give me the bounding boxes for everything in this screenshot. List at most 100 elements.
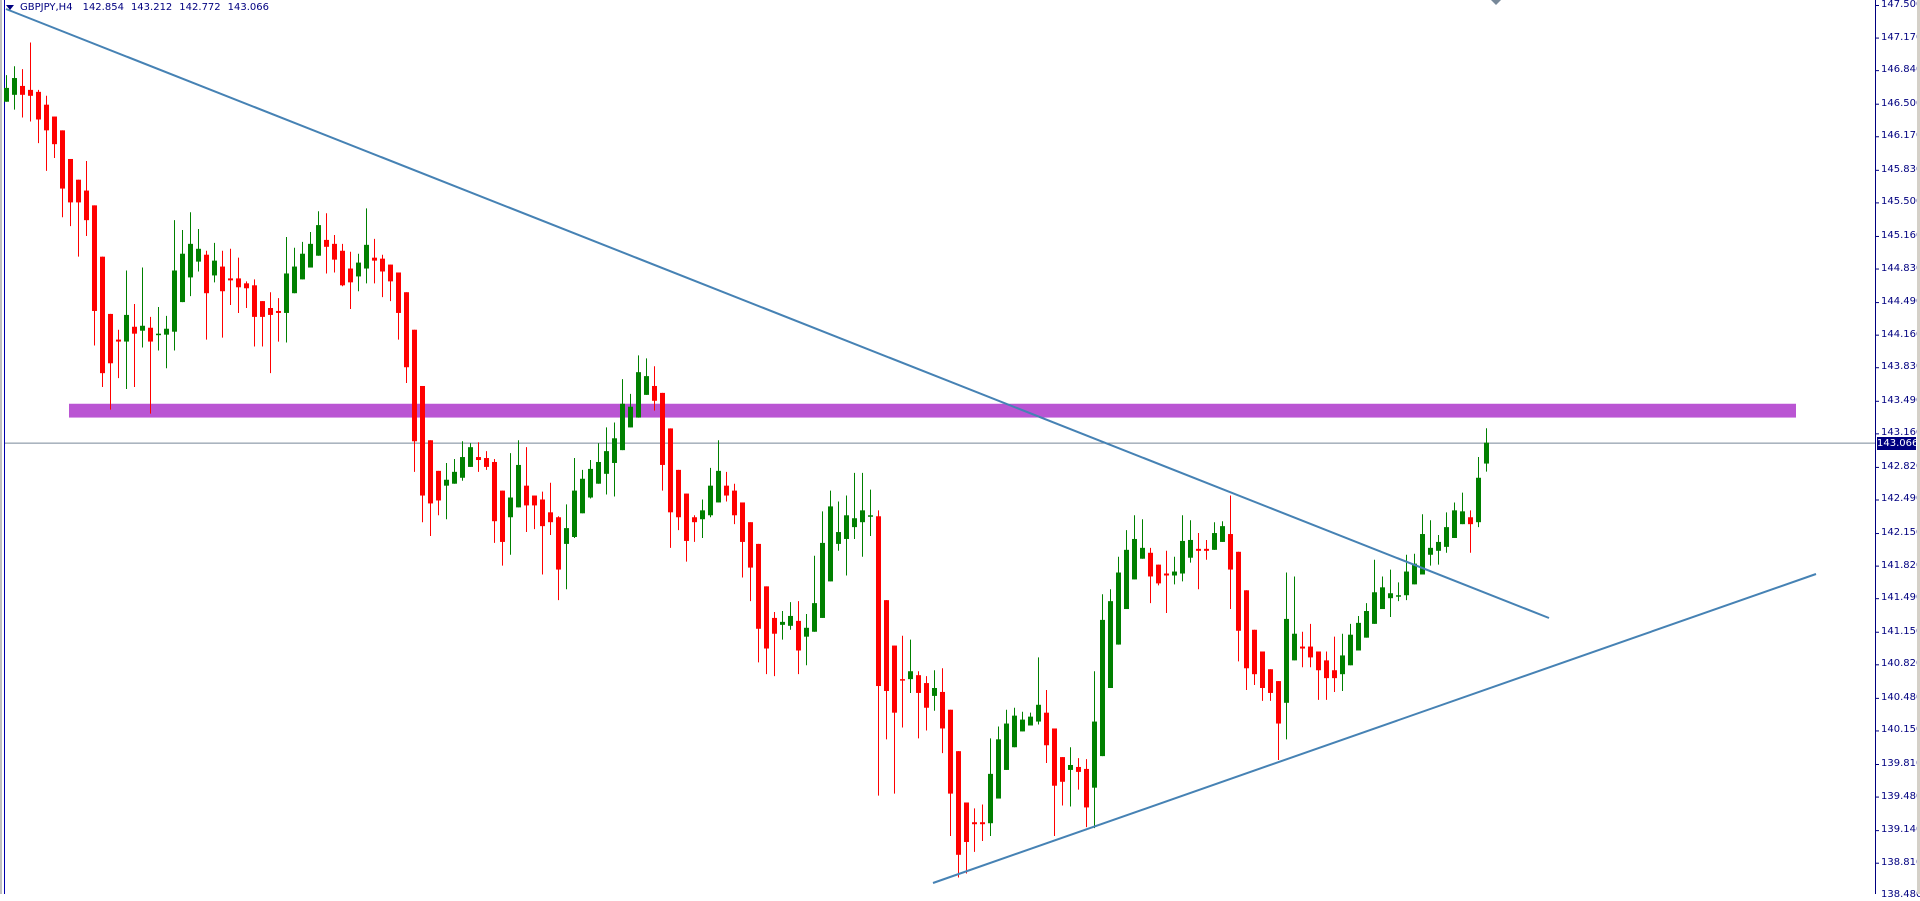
bearish-candle [76, 179, 81, 257]
bullish-candle [164, 315, 169, 369]
bearish-candle [916, 671, 921, 739]
bearish-candle [548, 482, 553, 536]
candle-body [1348, 634, 1353, 666]
candle-body [956, 751, 961, 855]
candle-body [1116, 572, 1121, 645]
bearish-candle [436, 470, 441, 516]
bearish-candle [52, 116, 57, 158]
descending-trendline[interactable] [5, 8, 1550, 619]
bearish-candle [900, 635, 905, 728]
candle-body [812, 603, 817, 632]
low-value: 142.772 [179, 1, 221, 13]
bullish-candle [1100, 594, 1105, 757]
bearish-candle [724, 471, 729, 502]
bearish-candle [220, 250, 225, 338]
price-axis-ticks [1875, 5, 1879, 864]
bullish-candle [820, 511, 825, 618]
bullish-candle [1284, 572, 1289, 740]
candle-body [916, 675, 921, 693]
candle-body [612, 438, 617, 463]
bearish-candle [108, 313, 113, 410]
bullish-candle [580, 469, 585, 514]
bullish-candle [1484, 428, 1489, 472]
bearish-candle [684, 493, 689, 562]
bearish-candle [148, 316, 153, 414]
bullish-candle [1476, 457, 1481, 528]
candle-body [628, 406, 633, 428]
bullish-candle [620, 379, 625, 451]
bullish-candle [444, 462, 449, 520]
bullish-candle [1348, 623, 1353, 666]
bullish-candle [1068, 747, 1073, 807]
candle-body [340, 250, 345, 286]
candle-body [68, 158, 73, 203]
bullish-candle [1188, 520, 1193, 563]
candle-body [428, 440, 433, 504]
bullish-candle [1172, 556, 1177, 585]
candle-body [652, 385, 657, 401]
candle-body [388, 264, 393, 282]
bearish-candle [388, 264, 393, 302]
bullish-candle [172, 220, 177, 351]
y-tick-label: 141.820 [1881, 559, 1920, 571]
candle-body [100, 256, 105, 374]
y-tick-label: 142.490 [1881, 493, 1920, 505]
bearish-candle [1084, 759, 1089, 828]
candle-body [380, 258, 385, 272]
candle-body [1436, 541, 1441, 551]
candle-body [220, 266, 225, 292]
bearish-candle [1228, 495, 1233, 610]
bearish-candle [1148, 547, 1153, 604]
candle-body [132, 326, 137, 334]
y-tick-label: 142.820 [1881, 460, 1920, 472]
bullish-candle [1132, 515, 1137, 580]
y-tick-label: 143.490 [1881, 394, 1920, 406]
bullish-candle [292, 247, 297, 294]
candle-body [180, 253, 185, 303]
candle-body [508, 497, 513, 518]
candle-body [692, 517, 697, 523]
candle-body [660, 392, 665, 465]
candle-body [108, 313, 113, 364]
candle-body [260, 301, 265, 317]
candle-body [124, 314, 129, 342]
bullish-candle [4, 75, 9, 102]
y-tick-label: 141.150 [1881, 625, 1920, 637]
support-resistance-zone[interactable] [69, 403, 1796, 418]
bullish-candle [1396, 582, 1401, 602]
dropdown-triangle-icon[interactable] [6, 4, 14, 10]
candle-body [268, 308, 273, 315]
bullish-candle [996, 726, 1001, 799]
bearish-candle [1076, 758, 1081, 790]
ascending-trendline[interactable] [932, 573, 1817, 884]
candle-body [292, 266, 297, 294]
candle-body [908, 671, 913, 680]
candle-body [300, 253, 305, 280]
bearish-candle [348, 251, 353, 309]
chart-shift-marker-icon[interactable] [1491, 0, 1501, 5]
candle-body [1356, 622, 1361, 651]
bearish-candle [964, 802, 969, 874]
bullish-candle [1036, 657, 1041, 725]
candle-body [940, 691, 945, 729]
candle-body [1028, 716, 1033, 726]
y-tick-label: 147.170 [1881, 31, 1920, 43]
candle-body [764, 586, 769, 649]
candle-body [1020, 719, 1025, 732]
bullish-candle [636, 355, 641, 418]
y-tick-label: 143.830 [1881, 361, 1920, 373]
bearish-candle [1044, 689, 1049, 764]
open-value: 142.854 [82, 1, 124, 13]
bullish-candle [644, 358, 649, 395]
candle-body [1372, 592, 1377, 624]
candle-body [276, 310, 281, 313]
candle-body [4, 87, 9, 102]
candles-group [4, 42, 1489, 878]
candle-body [420, 385, 425, 496]
bullish-candle [788, 602, 793, 630]
candle-body [228, 278, 233, 281]
candle-body [1076, 766, 1081, 772]
bearish-candle [980, 804, 985, 841]
bullish-candle [460, 441, 465, 481]
